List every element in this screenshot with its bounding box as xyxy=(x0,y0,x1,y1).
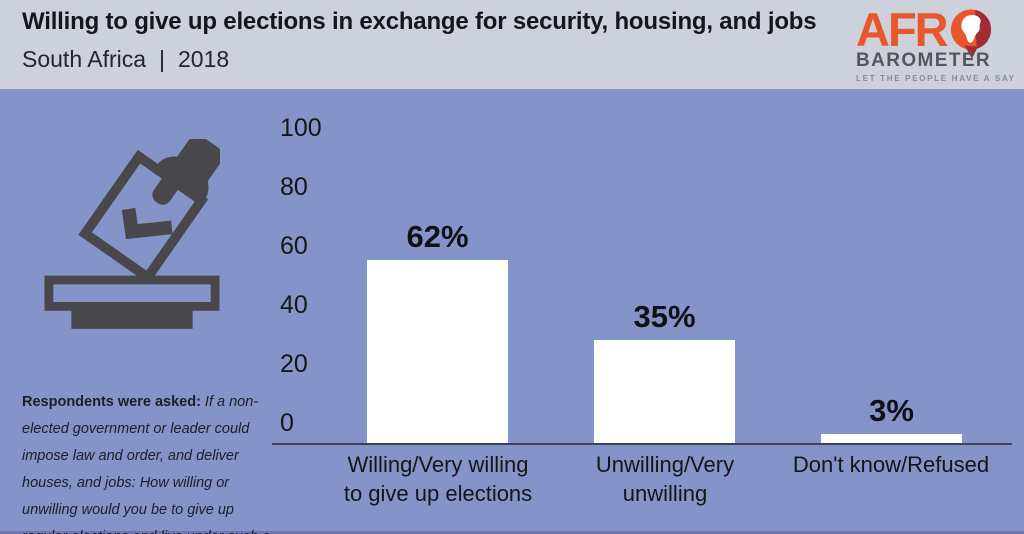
y-axis-tick-80: 80 xyxy=(280,173,308,201)
x-axis-line xyxy=(272,443,1012,445)
chart-body: Respondents were asked: If a non-elected… xyxy=(0,89,1024,534)
y-axis-tick-20: 20 xyxy=(280,350,308,378)
category-line: unwilling xyxy=(622,481,708,506)
bar-value-label: 3% xyxy=(869,393,914,429)
category-line: Unwilling/Very xyxy=(595,452,735,477)
category-line: to give up elections xyxy=(343,481,533,506)
bar-value-label: 62% xyxy=(406,219,469,255)
y-axis-tick-60: 60 xyxy=(280,232,308,260)
category-label-dont-know: Don't know/Refused xyxy=(767,450,1015,479)
subtitle-country: South Africa xyxy=(22,46,147,72)
bar-group-dont-know: 3% xyxy=(821,393,962,443)
africa-speech-bubble-icon xyxy=(950,9,991,59)
bar-unwilling xyxy=(594,339,735,443)
logo-tagline: LET THE PEOPLE HAVE A SAY xyxy=(856,74,1016,83)
bar-value-label: 35% xyxy=(633,298,696,334)
category-line: Don't know/Refused xyxy=(792,452,990,477)
afrobarometer-logo: AFR BAROMETER LET THE PEOPLE HAVE A SAY xyxy=(856,3,1016,84)
page-title: Willing to give up elections in exchange… xyxy=(22,8,817,35)
category-label-willing: Willing/Very willing to give up election… xyxy=(314,450,562,508)
bar-group-willing: 62% xyxy=(367,219,508,443)
y-axis-tick-0: 0 xyxy=(280,409,294,437)
question-lead: Respondents were asked: xyxy=(22,394,201,410)
ballot-box-icon xyxy=(44,139,220,329)
logo-barometer-text: BAROMETER xyxy=(856,50,992,71)
category-label-unwilling: Unwilling/Very unwilling xyxy=(541,450,789,508)
bar-dont-know xyxy=(821,434,962,443)
header-band: Willing to give up elections in exchange… xyxy=(0,0,1024,89)
y-axis-tick-100: 100 xyxy=(280,114,322,142)
page-subtitle: South Africa | 2018 xyxy=(22,46,229,73)
subtitle-separator: | xyxy=(159,46,166,72)
bar-willing xyxy=(367,260,508,443)
question-body: If a non-elected government or leader co… xyxy=(22,394,270,534)
logo-afr-text: AFR xyxy=(856,3,949,56)
subtitle-year: 2018 xyxy=(178,46,230,72)
logo-wordmark: AFR xyxy=(856,3,1016,59)
bar-group-unwilling: 35% xyxy=(594,299,735,443)
category-line: Willing/Very willing xyxy=(347,452,529,477)
y-axis-tick-40: 40 xyxy=(280,291,308,319)
question-text: Respondents were asked: If a non-elected… xyxy=(22,389,276,534)
